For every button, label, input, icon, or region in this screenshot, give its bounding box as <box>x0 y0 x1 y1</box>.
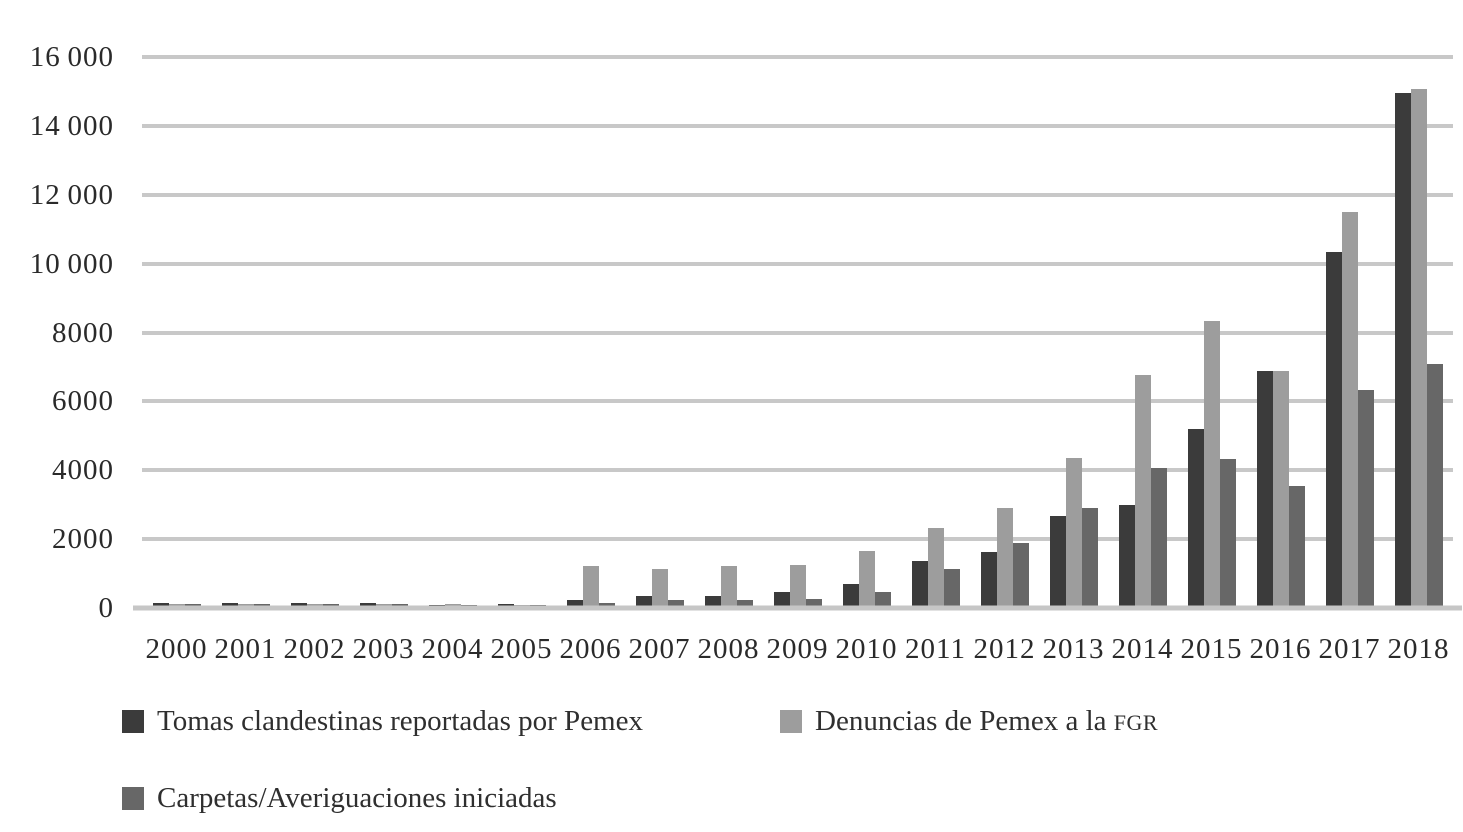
legend-label: Carpetas/Averiguaciones iniciadas <box>157 781 557 814</box>
bar-series1-2005 <box>497 603 514 607</box>
bar-series1-2015 <box>1187 428 1204 607</box>
x-tick-label-2017: 2017 <box>1318 633 1381 665</box>
bar-series2-2018 <box>1410 89 1427 607</box>
bar-series1-2007 <box>635 595 652 607</box>
x-tick-label-2011: 2011 <box>905 633 966 665</box>
y-tick-label-12000: 12 000 <box>29 178 114 211</box>
bar-series1-2002 <box>290 603 307 607</box>
x-tick-label-2005: 2005 <box>490 633 553 665</box>
legend-label: Denuncias de Pemex a la FGR <box>815 704 1159 737</box>
bar-series2-2011 <box>927 528 944 607</box>
legend-item-1: Tomas clandestinas reportadas por Pemex <box>122 703 643 739</box>
bar-series1-2001 <box>221 603 238 607</box>
bar-series2-2016 <box>1272 370 1289 607</box>
y-tick-label-8000: 8000 <box>52 316 114 349</box>
bar-series3-2018 <box>1426 363 1443 607</box>
legend-swatch-icon <box>122 786 144 810</box>
gridline-10000 <box>142 261 1453 266</box>
legend-label: Tomas clandestinas reportadas por Pemex <box>157 704 643 737</box>
bar-series2-2010 <box>858 550 875 607</box>
x-tick-label-2006: 2006 <box>559 633 622 665</box>
gridline-6000 <box>142 399 1453 404</box>
x-tick-label-2012: 2012 <box>973 633 1036 665</box>
plot-area <box>133 55 1462 611</box>
bar-series2-2012 <box>996 507 1013 607</box>
bar-series2-2017 <box>1341 211 1358 607</box>
bar-series2-2013 <box>1065 457 1082 607</box>
legend-item-2: Denuncias de Pemex a la FGR <box>780 703 1158 739</box>
y-axis-labels: 0 2000 4000 6000 8000 10 000 12 000 14 000 16 00… <box>0 41 120 624</box>
gridline-8000 <box>142 330 1453 335</box>
bar-series1-2014 <box>1118 504 1135 607</box>
bar-series3-2016 <box>1288 486 1305 607</box>
gridline-12000 <box>142 192 1453 197</box>
x-tick-label-2001: 2001 <box>214 633 277 665</box>
bar-series1-2012 <box>980 551 997 607</box>
bar-series3-2015 <box>1219 459 1236 607</box>
gridline-2000 <box>142 537 1453 542</box>
bar-series1-2000 <box>152 603 169 607</box>
gridline-14000 <box>142 123 1453 128</box>
bar-series3-2008 <box>736 599 753 607</box>
bar-series1-2013 <box>1049 516 1066 607</box>
legend: Tomas clandestinas reportadas por Pemex D… <box>122 703 1402 823</box>
bar-series1-2011 <box>911 561 928 607</box>
x-axis-baseline <box>133 605 1462 611</box>
x-tick-label-2008: 2008 <box>697 633 760 665</box>
bar-series3-2010 <box>874 591 891 607</box>
bar-series3-2012 <box>1012 543 1029 607</box>
legend-swatch-icon <box>122 709 144 733</box>
y-tick-label-0: 0 <box>98 592 114 624</box>
x-tick-label-2010: 2010 <box>835 633 898 665</box>
bar-series1-2018 <box>1394 92 1411 607</box>
bar-series3-2013 <box>1081 508 1098 607</box>
legend-swatch-icon <box>780 709 802 733</box>
bar-series1-2017 <box>1325 252 1342 607</box>
bar-series1-2009 <box>773 591 790 607</box>
gridline-4000 <box>142 468 1453 473</box>
bar-series2-2014 <box>1134 374 1151 607</box>
bar-series3-2014 <box>1150 467 1167 607</box>
bar-series2-2009 <box>789 564 806 607</box>
x-tick-label-2003: 2003 <box>352 633 415 665</box>
bar-series1-2008 <box>704 595 721 607</box>
bar-series3-2017 <box>1357 390 1374 607</box>
x-tick-label-2014: 2014 <box>1111 633 1174 665</box>
y-tick-label-2000: 2000 <box>52 523 114 556</box>
legend-item-3: Carpetas/Averiguaciones iniciadas <box>122 780 557 816</box>
x-tick-label-2007: 2007 <box>628 633 691 665</box>
x-tick-label-2013: 2013 <box>1042 633 1105 665</box>
bar-series1-2006 <box>566 599 583 607</box>
x-tick-label-2000: 2000 <box>145 633 208 665</box>
bar-series3-2007 <box>667 600 684 607</box>
bar-series3-2006 <box>598 603 615 607</box>
bar-series2-2008 <box>720 566 737 607</box>
bar-series2-2007 <box>651 569 668 607</box>
x-tick-label-2018: 2018 <box>1387 633 1450 665</box>
y-tick-label-4000: 4000 <box>52 454 114 487</box>
x-tick-label-2002: 2002 <box>283 633 346 665</box>
gridline-16000 <box>142 55 1453 59</box>
bar-series1-2016 <box>1256 370 1273 607</box>
bar-series1-2003 <box>359 603 376 607</box>
x-tick-label-2009: 2009 <box>766 633 829 665</box>
y-tick-label-6000: 6000 <box>52 385 114 418</box>
bar-series2-2015 <box>1203 321 1220 607</box>
x-tick-label-2015: 2015 <box>1180 633 1243 665</box>
y-tick-label-14000: 14 000 <box>29 109 114 142</box>
y-tick-label-16000: 16 000 <box>29 41 114 73</box>
x-tick-label-2004: 2004 <box>421 633 484 665</box>
bar-series3-2009 <box>805 598 822 607</box>
x-axis-labels: 2000 2001 2002 2003 2004 2005 2006 2007 2008 2009… <box>142 629 1453 671</box>
y-tick-label-10000: 10 000 <box>29 247 114 280</box>
x-tick-label-2016: 2016 <box>1249 633 1312 665</box>
bar-series1-2010 <box>842 583 859 607</box>
legend-label-smallcaps: FGR <box>1113 709 1159 735</box>
bar-series3-2011 <box>943 569 960 607</box>
bar-series2-2006 <box>582 565 599 607</box>
